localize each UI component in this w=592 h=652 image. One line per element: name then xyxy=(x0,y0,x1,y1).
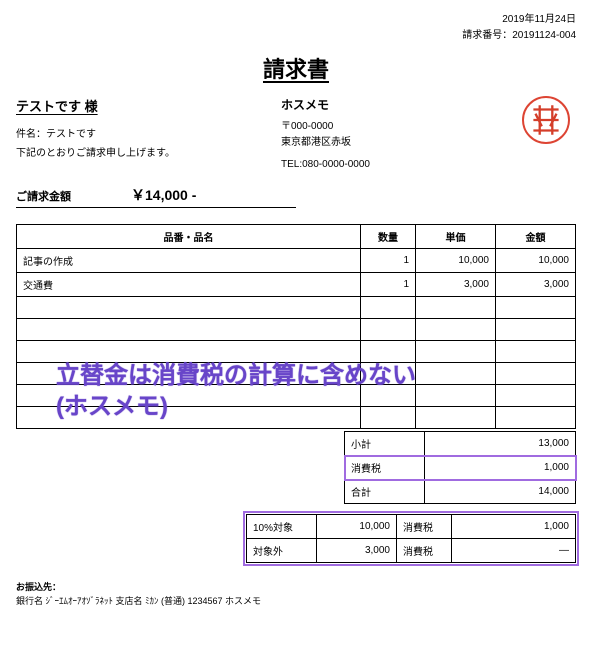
cell-desc: 記事の作成 xyxy=(17,249,361,273)
table-row xyxy=(17,319,576,341)
breakdown-row-10pct: 10%対象 10,000 消費税 1,000 xyxy=(247,515,576,539)
cell-qty: 1 xyxy=(361,273,416,297)
cell-amount xyxy=(496,341,576,363)
cell-amount xyxy=(496,297,576,319)
table-row: 記事の作成110,00010,000 xyxy=(17,249,576,273)
table-row: 交通費13,0003,000 xyxy=(17,273,576,297)
sender-name: ホスメモ xyxy=(281,96,516,115)
billed-amount-row: ご請求金額 ￥14,000 - xyxy=(16,185,296,208)
col-qty: 数量 xyxy=(361,225,416,249)
col-price: 単価 xyxy=(416,225,496,249)
cell-price: 3,000 xyxy=(416,273,496,297)
tax-breakdown-table: 10%対象 10,000 消費税 1,000 対象外 3,000 消費税 — xyxy=(246,514,576,563)
document-title: 請求書 xyxy=(16,52,576,84)
bank-label: お振込先： xyxy=(16,581,576,595)
col-amount: 金額 xyxy=(496,225,576,249)
invoice-note: 下記のとおりご請求申し上げます。 xyxy=(16,144,251,159)
cell-qty xyxy=(361,319,416,341)
cell-price xyxy=(416,341,496,363)
billed-amount-label: ご請求金額 xyxy=(16,188,71,204)
recipient-name: テストです 様 xyxy=(16,96,251,115)
col-desc: 品番・品名 xyxy=(17,225,361,249)
summary-table: 小計 13,000 消費税 1,000 合計 14,000 xyxy=(344,431,576,504)
cell-qty: 1 xyxy=(361,249,416,273)
invoice-number: 請求番号：20191124-004 xyxy=(16,28,576,44)
sender-block: ホスメモ 〒000-0000 東京都港区赤坂 TEL:080-0000-0000 xyxy=(251,96,516,173)
cell-amount xyxy=(496,319,576,341)
tax-breakdown-section: 10%対象 10,000 消費税 1,000 対象外 3,000 消費税 — xyxy=(16,514,576,563)
info-section: テストです 様 件名：テストです 下記のとおりご請求申し上げます。 ホスメモ 〒… xyxy=(16,96,576,173)
sender-postal: 〒000-0000 xyxy=(281,119,516,135)
bank-detail: 銀行名 ｼﾞｰｴﾑｵｰｱｵｿﾞﾗﾈｯﾄ 支店名 ﾐｶﾝ (普通) 1234567… xyxy=(16,595,576,609)
table-header-row: 品番・品名 数量 単価 金額 xyxy=(17,225,576,249)
bank-footer: お振込先： 銀行名 ｼﾞｰｴﾑｵｰｱｵｿﾞﾗﾈｯﾄ 支店名 ﾐｶﾝ (普通) 1… xyxy=(16,581,576,608)
summary-section: 小計 13,000 消費税 1,000 合計 14,000 xyxy=(16,431,576,504)
header-meta: 2019年11月24日 請求番号：20191124-004 xyxy=(16,12,576,44)
cell-amount xyxy=(496,385,576,407)
billed-amount-value: ￥14,000 - xyxy=(131,185,196,205)
cell-price: 10,000 xyxy=(416,249,496,273)
invoice-date: 2019年11月24日 xyxy=(16,12,576,28)
cell-desc: 交通費 xyxy=(17,273,361,297)
breakdown-row-exempt: 対象外 3,000 消費税 — xyxy=(247,539,576,563)
cell-qty xyxy=(361,297,416,319)
cell-price xyxy=(416,407,496,429)
cell-desc xyxy=(17,297,361,319)
table-row xyxy=(17,297,576,319)
hanko-seal xyxy=(522,96,570,144)
seal-block xyxy=(516,96,576,173)
cell-price xyxy=(416,297,496,319)
cell-price xyxy=(416,363,496,385)
annotation-overlay: 立替金は消費税の計算に含めない (ホスメモ) xyxy=(56,360,416,422)
cell-amount: 3,000 xyxy=(496,273,576,297)
cell-price xyxy=(416,385,496,407)
subject-line: 件名：テストです xyxy=(16,125,251,140)
tax-row: 消費税 1,000 xyxy=(345,456,576,480)
sender-address: 東京都港区赤坂 xyxy=(281,135,516,151)
cell-amount xyxy=(496,407,576,429)
sender-tel: TEL:080-0000-0000 xyxy=(281,157,516,173)
recipient-block: テストです 様 件名：テストです 下記のとおりご請求申し上げます。 xyxy=(16,96,251,173)
invoice-page: 2019年11月24日 請求番号：20191124-004 請求書 テストです … xyxy=(16,12,576,608)
cell-amount: 10,000 xyxy=(496,249,576,273)
total-row: 合計 14,000 xyxy=(345,480,576,504)
subtotal-row: 小計 13,000 xyxy=(345,432,576,456)
cell-price xyxy=(416,319,496,341)
cell-amount xyxy=(496,363,576,385)
cell-desc xyxy=(17,319,361,341)
